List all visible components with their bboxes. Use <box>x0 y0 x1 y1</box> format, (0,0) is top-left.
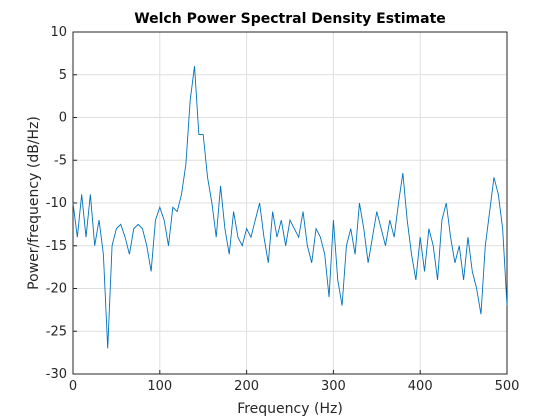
x-tick-label: 0 <box>69 379 77 394</box>
x-tick-label: 500 <box>495 379 520 394</box>
psd-line <box>72 66 508 349</box>
x-tick-label: 400 <box>408 379 433 394</box>
y-tick-label: 10 <box>50 25 67 40</box>
y-tick-label: -30 <box>46 367 67 382</box>
y-tick-label: -5 <box>54 153 67 168</box>
y-tick-label: -20 <box>46 282 67 297</box>
y-tick-label: 5 <box>59 68 67 83</box>
x-axis-label: Frequency (Hz) <box>237 401 343 417</box>
y-tick-label: 0 <box>59 111 67 126</box>
x-tick-label: 300 <box>321 379 346 394</box>
chart-title: Welch Power Spectral Density Estimate <box>134 11 446 27</box>
y-tick-label: -15 <box>46 239 67 254</box>
x-tick-label: 200 <box>234 379 259 394</box>
y-axis-label: Power/frequency (dB/Hz) <box>26 116 42 290</box>
y-tick-label: -25 <box>46 324 67 339</box>
y-tick-label: -10 <box>46 196 67 211</box>
x-tick-label: 100 <box>147 379 172 394</box>
